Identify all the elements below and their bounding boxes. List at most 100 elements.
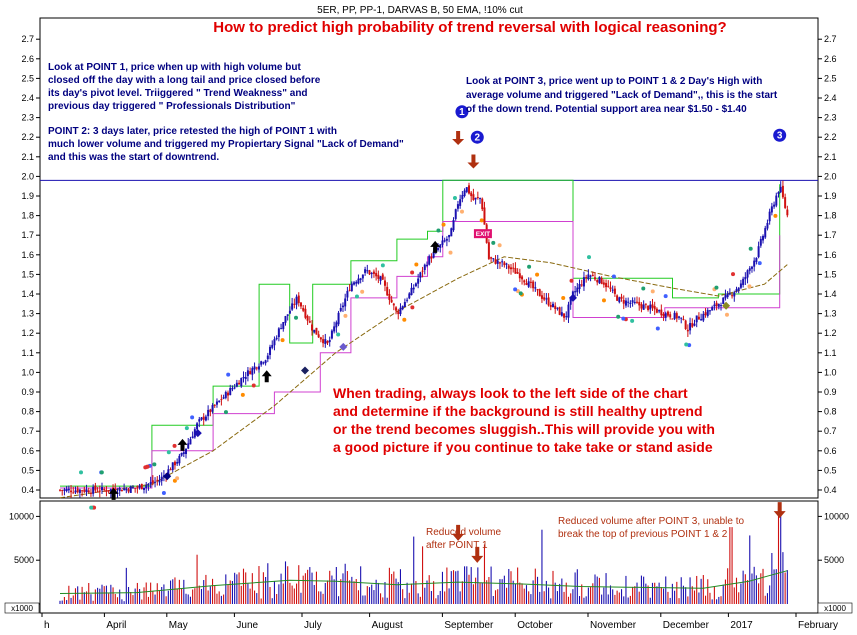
candle-body: [372, 271, 375, 274]
signal-dot: [773, 213, 778, 218]
annotation-point1: previous day triggered " Professionals D…: [48, 101, 296, 112]
candle-body: [76, 488, 79, 493]
price-tick-label-right: 0.4: [824, 485, 837, 495]
candle-body: [315, 327, 318, 335]
time-tick-label: September: [444, 620, 494, 631]
candle-body: [704, 312, 707, 316]
candle-body: [295, 296, 298, 305]
annotation-point3: Look at POINT 3, price went up to POINT …: [466, 76, 762, 87]
annotation-point2: and this was the start of downtrend.: [48, 152, 219, 163]
candle-body: [443, 240, 446, 242]
candle-body: [302, 308, 305, 311]
annotation-trading: When trading, always look to the left si…: [333, 385, 688, 401]
candle-body: [410, 287, 413, 296]
candle-body: [244, 376, 247, 379]
signal-dot: [479, 218, 484, 223]
candle-body: [618, 297, 621, 303]
candle-body: [574, 291, 577, 293]
candle-body: [251, 368, 254, 375]
candle-body: [762, 235, 765, 241]
candle-body: [291, 303, 294, 310]
pp1-line: [60, 221, 781, 489]
signal-dot: [731, 272, 736, 277]
candle-body: [143, 487, 146, 490]
candle-body: [359, 278, 362, 280]
candle-body: [616, 295, 619, 301]
candle-body: [59, 489, 61, 491]
volume-down-arrow: [452, 524, 465, 541]
candle-body: [671, 318, 674, 320]
signal-dot: [280, 338, 285, 343]
candle-body: [357, 278, 360, 284]
candle-body: [538, 289, 541, 297]
price-tick-label-left: 2.7: [21, 34, 34, 44]
price-tick-label-left: 1.7: [21, 230, 34, 240]
candle-body: [383, 280, 386, 286]
candle-body: [445, 238, 448, 241]
annotation-point2: much lower volume and triggered my Propi…: [48, 139, 404, 150]
candle-body: [280, 328, 283, 330]
candle-body: [156, 479, 159, 481]
candle-body: [423, 264, 426, 271]
candle-body: [341, 305, 344, 308]
candle-body: [589, 275, 592, 277]
candle-body: [711, 307, 714, 311]
volume-pane-frame: [39, 500, 819, 614]
candle-body: [293, 303, 296, 305]
candle-body: [74, 490, 77, 493]
price-tick-label-right: 2.2: [824, 132, 837, 142]
candle-body: [549, 305, 552, 307]
candle-body: [569, 297, 572, 305]
signal-dot: [294, 315, 299, 320]
candle-body: [178, 455, 181, 464]
candle-body: [463, 190, 466, 196]
price-tick-label-right: 1.5: [824, 269, 837, 279]
price-tick-label-left: 0.4: [21, 485, 34, 495]
signal-dot: [747, 284, 752, 289]
signal-dot: [459, 209, 464, 214]
candle-body: [779, 186, 782, 193]
signal-dot: [175, 476, 180, 481]
candle-body: [540, 295, 543, 299]
signal-dot: [190, 415, 195, 420]
candle-body: [507, 265, 510, 269]
candle-body: [647, 305, 650, 310]
candle-body: [666, 311, 669, 316]
ema50-line: [59, 256, 788, 499]
candle-body: [708, 310, 711, 312]
volume-down-arrow: [773, 502, 786, 519]
candle-body: [339, 307, 342, 311]
candle-body: [273, 339, 276, 346]
candle-body: [651, 304, 654, 308]
candle-body: [125, 488, 128, 491]
signal-dot: [748, 246, 753, 251]
signal-dot: [497, 243, 502, 248]
candle-body: [773, 204, 776, 207]
candle-body: [678, 316, 681, 318]
annotation-volume-3: break the top of previous POINT 1 & 2: [558, 529, 728, 540]
candle-body: [147, 483, 150, 486]
candle-body: [481, 198, 484, 210]
candle-body: [286, 314, 289, 316]
price-tick-label-left: 0.9: [21, 387, 34, 397]
volume-unit-label: x1000: [11, 604, 33, 613]
signal-dot: [641, 286, 646, 291]
candle-body: [742, 278, 745, 285]
candle-body: [735, 289, 738, 292]
candle-body: [505, 263, 508, 265]
candle-body: [319, 337, 322, 340]
signal-dot: [569, 278, 574, 283]
candle-body: [171, 462, 174, 470]
candle-body: [607, 285, 610, 287]
signal-diamond: [339, 342, 348, 351]
candle-body: [587, 274, 590, 280]
candle-body: [432, 251, 435, 258]
price-tick-label-left: 1.8: [21, 211, 34, 221]
candle-body: [129, 486, 132, 493]
down-arrow: [452, 131, 465, 146]
candle-body: [412, 287, 415, 290]
candle-body: [120, 489, 123, 492]
signal-dot: [380, 263, 385, 268]
candle-body: [322, 339, 325, 344]
candle-body: [386, 286, 389, 296]
